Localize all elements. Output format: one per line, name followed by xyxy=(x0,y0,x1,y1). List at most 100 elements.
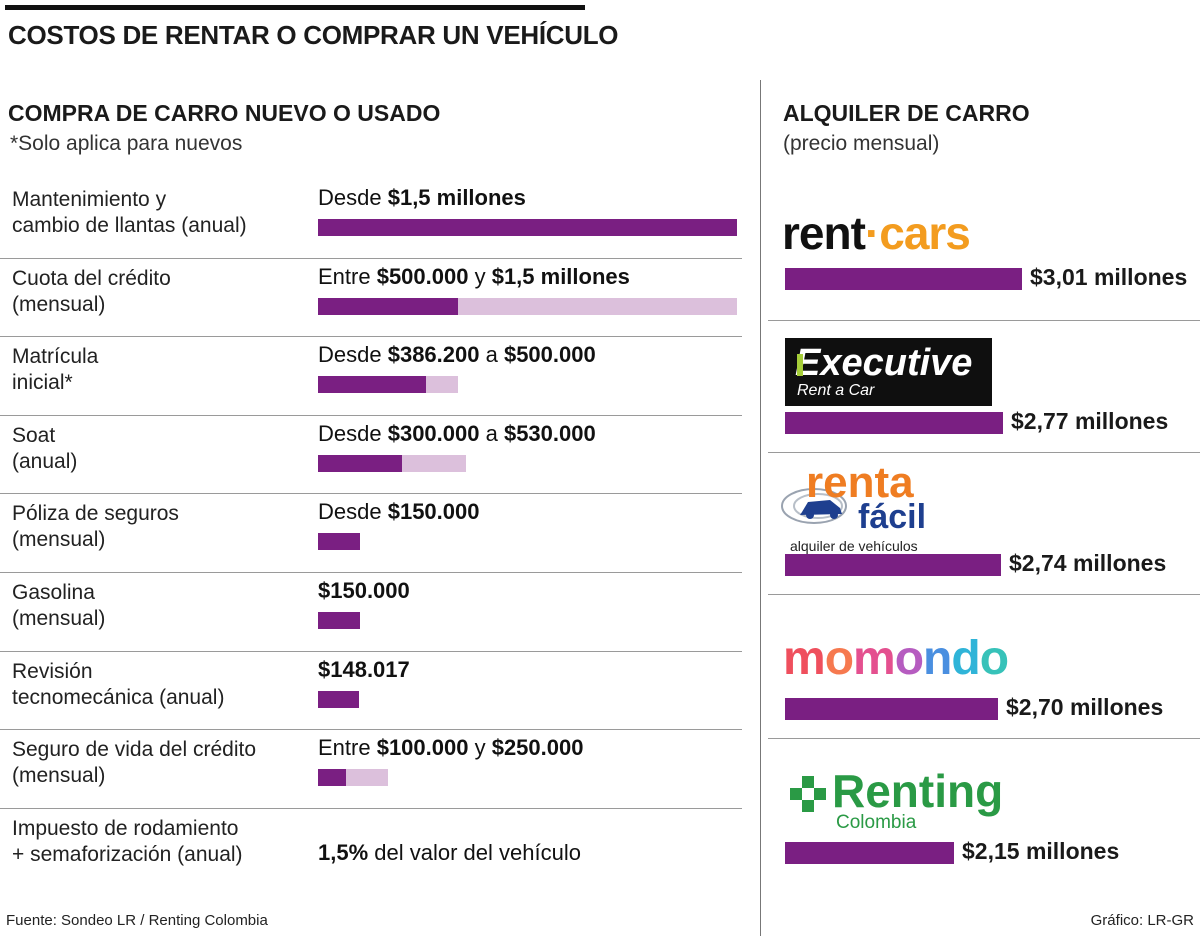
row-value-part: y xyxy=(468,263,492,289)
executive-logo-accent xyxy=(797,354,803,376)
row-value-part: $500.000 xyxy=(376,263,469,289)
row-label: Mantenimiento y xyxy=(12,188,167,211)
renting-logo-main: Renting xyxy=(832,765,1004,817)
renting-logo-sub: Colombia xyxy=(836,812,917,833)
momondo-letter: o xyxy=(979,632,1009,685)
momondo-logo: momondo xyxy=(783,631,1009,686)
cost-bar xyxy=(318,219,737,236)
row-label: Impuesto de rodamiento xyxy=(12,816,239,840)
row-separator xyxy=(0,415,742,416)
row-value: Entre $100.000 y $250.000 xyxy=(318,735,583,761)
row-value-part: y xyxy=(468,735,492,761)
rental-bar xyxy=(785,698,998,720)
rental-separator xyxy=(768,738,1200,739)
cost-bar xyxy=(318,690,359,708)
rental-separator xyxy=(768,452,1200,453)
cost-bar xyxy=(318,454,402,472)
rentafacil-logo-facil: fácil xyxy=(858,498,927,536)
row-label: Matrícula xyxy=(12,345,99,369)
rentcars-logo-dot: · xyxy=(864,207,880,259)
rental-value-label: $2,74 millones xyxy=(1009,550,1167,576)
row-value: $150.000 xyxy=(318,578,410,604)
row-label: Seguro de vida del crédito xyxy=(12,738,256,762)
row-separator xyxy=(0,729,742,730)
row-value-part: $150.000 xyxy=(387,499,480,525)
momondo-letter: o xyxy=(824,632,854,685)
rental-value-label: $2,77 millones xyxy=(1011,408,1169,434)
rentafacil-logo-tagline: alquiler de vehículos xyxy=(790,538,918,554)
row-value-part: $530.000 xyxy=(503,420,596,446)
row-value-part: $1,5 millones xyxy=(387,185,526,210)
row-value-part: a xyxy=(479,342,504,368)
row-value-part: $150.000 xyxy=(318,578,410,603)
row-value: Entre $500.000 y $1,5 millones xyxy=(318,264,630,290)
rentcars-logo-rent: rent xyxy=(782,207,866,259)
cost-bar xyxy=(318,612,360,629)
row-separator xyxy=(0,493,742,494)
left-note: *Solo aplica para nuevos xyxy=(10,132,243,155)
row-value: Desde $1,5 millones xyxy=(318,185,526,211)
momondo-letter: n xyxy=(923,632,952,685)
row-label: Gasolina xyxy=(12,581,95,604)
cost-bar xyxy=(318,533,360,551)
row-value-part: $300.000 xyxy=(387,420,480,446)
rental-value-label: $3,01 millones xyxy=(1030,264,1188,290)
row-value-part: del valor del vehículo xyxy=(368,839,581,865)
rental-value-label: $2,15 millones xyxy=(962,838,1120,864)
momondo-letter: o xyxy=(894,632,924,685)
row-value-part: $250.000 xyxy=(491,735,584,761)
row-value-part: Desde xyxy=(318,185,388,210)
renting-plus-icon xyxy=(790,776,826,812)
cost-bar xyxy=(318,769,346,787)
row-value-part: Entre xyxy=(318,735,377,761)
row-label: inicial* xyxy=(12,371,73,395)
row-value-part: 1,5% xyxy=(318,839,369,865)
row-value: Desde $150.000 xyxy=(318,499,479,525)
row-value: Desde $300.000 a $530.000 xyxy=(318,421,596,447)
source-note: Fuente: Sondeo LR / Renting Colombia xyxy=(6,912,268,929)
rental-bar xyxy=(785,268,1022,290)
graphic-credit: Gráfico: LR-GR xyxy=(1090,912,1194,929)
row-label: Cuota del crédito xyxy=(12,266,171,290)
momondo-letter: d xyxy=(951,632,980,685)
row-label: (mensual) xyxy=(12,292,106,316)
momondo-letter: m xyxy=(853,632,896,685)
row-label: Soat xyxy=(12,423,56,447)
row-value-part: $100.000 xyxy=(376,735,469,761)
rental-bar xyxy=(785,412,1003,434)
row-label: (anual) xyxy=(12,449,78,473)
row-separator xyxy=(0,572,742,573)
title-rule xyxy=(5,5,585,10)
row-separator xyxy=(0,336,742,337)
rental-bar xyxy=(785,842,954,864)
row-value: $148.017 xyxy=(318,657,410,683)
executive-logo-sub: Rent a Car xyxy=(797,382,875,399)
row-label: (mensual) xyxy=(12,528,106,552)
row-label: (mensual) xyxy=(12,764,106,788)
row-label: Revisión xyxy=(12,659,93,683)
row-value-part: $1,5 millones xyxy=(491,263,630,289)
row-value: 1,5% del valor del vehículo xyxy=(318,840,581,866)
row-value: Desde $386.200 a $500.000 xyxy=(318,342,596,368)
row-separator xyxy=(0,808,742,809)
row-value-part: Desde xyxy=(318,420,388,446)
rental-bar xyxy=(785,554,1001,576)
rentafacil-logo-renta: renta xyxy=(806,458,914,507)
right-heading: ALQUILER DE CARRO xyxy=(783,100,1030,126)
row-value-part: $386.200 xyxy=(387,342,480,368)
row-value-part: Desde xyxy=(318,499,388,525)
cost-bar xyxy=(318,297,458,315)
row-label: tecnomecánica (anual) xyxy=(12,685,225,709)
left-heading: COMPRA DE CARRO NUEVO O USADO xyxy=(8,100,441,126)
row-value-part: Entre xyxy=(318,263,377,289)
right-sub: (precio mensual) xyxy=(783,132,940,155)
row-separator xyxy=(0,651,742,652)
executive-logo-main: Executive xyxy=(795,342,973,384)
momondo-letter: m xyxy=(783,632,826,685)
rentafacil-logo: renta fácil alquiler de vehículos xyxy=(780,458,940,554)
row-label: cambio de llantas (anual) xyxy=(12,214,247,237)
page-title: COSTOS DE RENTAR O COMPRAR UN VEHÍCULO xyxy=(8,20,619,50)
rental-value-label: $2,70 millones xyxy=(1006,694,1164,720)
rental-separator xyxy=(768,594,1200,595)
rentcars-logo-cars: cars xyxy=(879,207,971,259)
